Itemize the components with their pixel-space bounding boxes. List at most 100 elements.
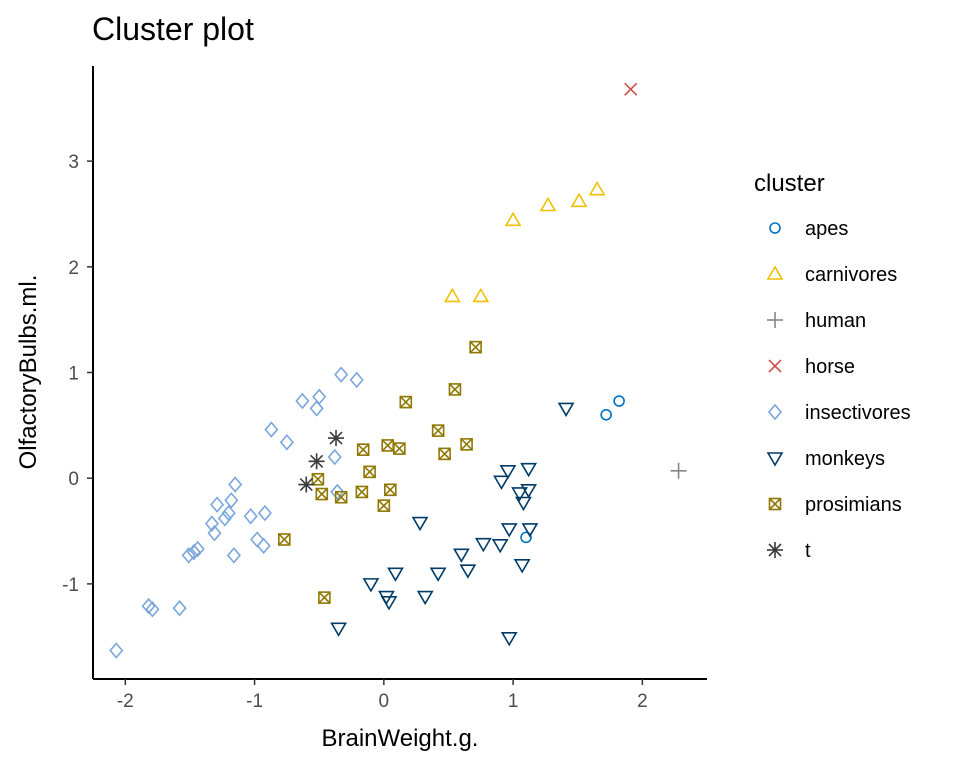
point-monkeys xyxy=(493,540,507,552)
point-monkeys xyxy=(522,485,536,497)
legend-item-carnivores: carnivores xyxy=(768,264,897,286)
point-insectivores xyxy=(228,548,240,562)
point-monkeys xyxy=(461,565,475,577)
legend-key-monkeys xyxy=(768,453,782,465)
point-insectivores xyxy=(245,509,257,523)
legend: cluster apes carnivores human horse insectiv… xyxy=(754,170,911,562)
point-insectivores xyxy=(251,532,263,546)
point-monkeys xyxy=(502,524,516,536)
point-horse xyxy=(625,83,637,95)
series-prosimians xyxy=(279,342,481,603)
legend-label-horse: horse xyxy=(805,356,855,378)
series-insectivores xyxy=(110,368,362,658)
legend-label-monkeys: monkeys xyxy=(805,448,885,470)
point-t xyxy=(298,477,314,493)
point-prosimians xyxy=(358,444,369,455)
point-t xyxy=(309,453,325,469)
point-apes xyxy=(614,396,624,406)
legend-item-monkeys: monkeys xyxy=(768,448,885,470)
x-tick-label: -1 xyxy=(246,691,263,712)
x-tick-label: -2 xyxy=(117,691,134,712)
legend-item-human: human xyxy=(767,310,866,332)
legend-item-horse: horse xyxy=(769,356,855,378)
point-prosimians xyxy=(316,489,327,500)
legend-item-insectivores: insectivores xyxy=(769,402,911,424)
point-t xyxy=(328,430,344,446)
point-carnivores xyxy=(541,199,555,211)
legend-item-t: t xyxy=(767,540,811,562)
point-prosimians xyxy=(382,440,393,451)
series-carnivores xyxy=(445,183,604,302)
legend-key-insectivores xyxy=(769,405,781,419)
y-tick-label: 3 xyxy=(68,152,79,173)
point-prosimians xyxy=(319,592,330,603)
point-monkeys xyxy=(476,539,490,551)
point-insectivores xyxy=(225,493,237,507)
point-insectivores xyxy=(219,511,231,525)
series-horse xyxy=(625,83,637,95)
legend-label-insectivores: insectivores xyxy=(805,402,911,424)
legend-key-apes xyxy=(770,223,780,233)
y-tick-label: 2 xyxy=(68,258,79,279)
point-monkeys xyxy=(413,518,427,530)
point-carnivores xyxy=(572,194,586,206)
chart-title: Cluster plot xyxy=(92,11,254,47)
legend-key-horse xyxy=(769,360,781,372)
point-insectivores xyxy=(265,423,277,437)
point-insectivores xyxy=(259,506,271,520)
y-tick-label: 1 xyxy=(68,364,79,385)
legend-key-t xyxy=(767,542,783,558)
point-insectivores xyxy=(258,539,270,553)
point-insectivores xyxy=(223,506,235,520)
legend-key-human xyxy=(767,312,783,328)
point-insectivores xyxy=(335,368,347,382)
point-insectivores xyxy=(174,601,186,615)
y-tick-label: -1 xyxy=(62,575,79,596)
point-prosimians xyxy=(394,443,405,454)
point-insectivores xyxy=(296,394,308,408)
legend-label-carnivores: carnivores xyxy=(805,264,897,286)
point-prosimians xyxy=(378,500,389,511)
point-prosimians xyxy=(470,342,481,353)
point-prosimians xyxy=(312,474,323,485)
point-monkeys xyxy=(559,403,573,415)
point-insectivores xyxy=(313,390,325,404)
point-prosimians xyxy=(461,439,472,450)
series-monkeys xyxy=(332,403,574,644)
point-insectivores xyxy=(281,435,293,449)
point-carnivores xyxy=(445,289,459,301)
point-carnivores xyxy=(590,183,604,195)
point-insectivores xyxy=(110,643,122,657)
point-insectivores xyxy=(311,401,323,415)
x-tick-label: 2 xyxy=(637,691,648,712)
point-monkeys xyxy=(515,560,529,572)
point-human xyxy=(671,463,687,479)
legend-item-prosimians: prosimians xyxy=(770,494,902,516)
point-monkeys xyxy=(431,568,445,580)
x-tick-label: 1 xyxy=(508,691,519,712)
point-monkeys xyxy=(502,633,516,645)
point-insectivores xyxy=(329,450,341,464)
point-prosimians xyxy=(433,425,444,436)
y-tick-label: 0 xyxy=(68,469,79,490)
point-monkeys xyxy=(454,549,468,561)
legend-key-prosimians xyxy=(770,499,781,510)
point-prosimians xyxy=(385,484,396,495)
point-carnivores xyxy=(506,213,520,225)
point-monkeys xyxy=(364,579,378,591)
point-prosimians xyxy=(364,466,375,477)
point-insectivores xyxy=(211,498,223,512)
point-prosimians xyxy=(356,486,367,497)
x-axis-label: BrainWeight.g. xyxy=(322,725,479,752)
legend-key-carnivores xyxy=(768,267,782,279)
series-apes xyxy=(521,396,624,542)
legend-label-t: t xyxy=(805,540,811,562)
point-prosimians xyxy=(400,397,411,408)
x-tick-label: 0 xyxy=(379,691,390,712)
series-human xyxy=(671,463,687,479)
y-axis-label: OlfactoryBulbs.ml. xyxy=(15,275,42,470)
legend-title: cluster xyxy=(754,170,825,197)
point-monkeys xyxy=(522,464,536,476)
legend-label-prosimians: prosimians xyxy=(805,494,902,516)
